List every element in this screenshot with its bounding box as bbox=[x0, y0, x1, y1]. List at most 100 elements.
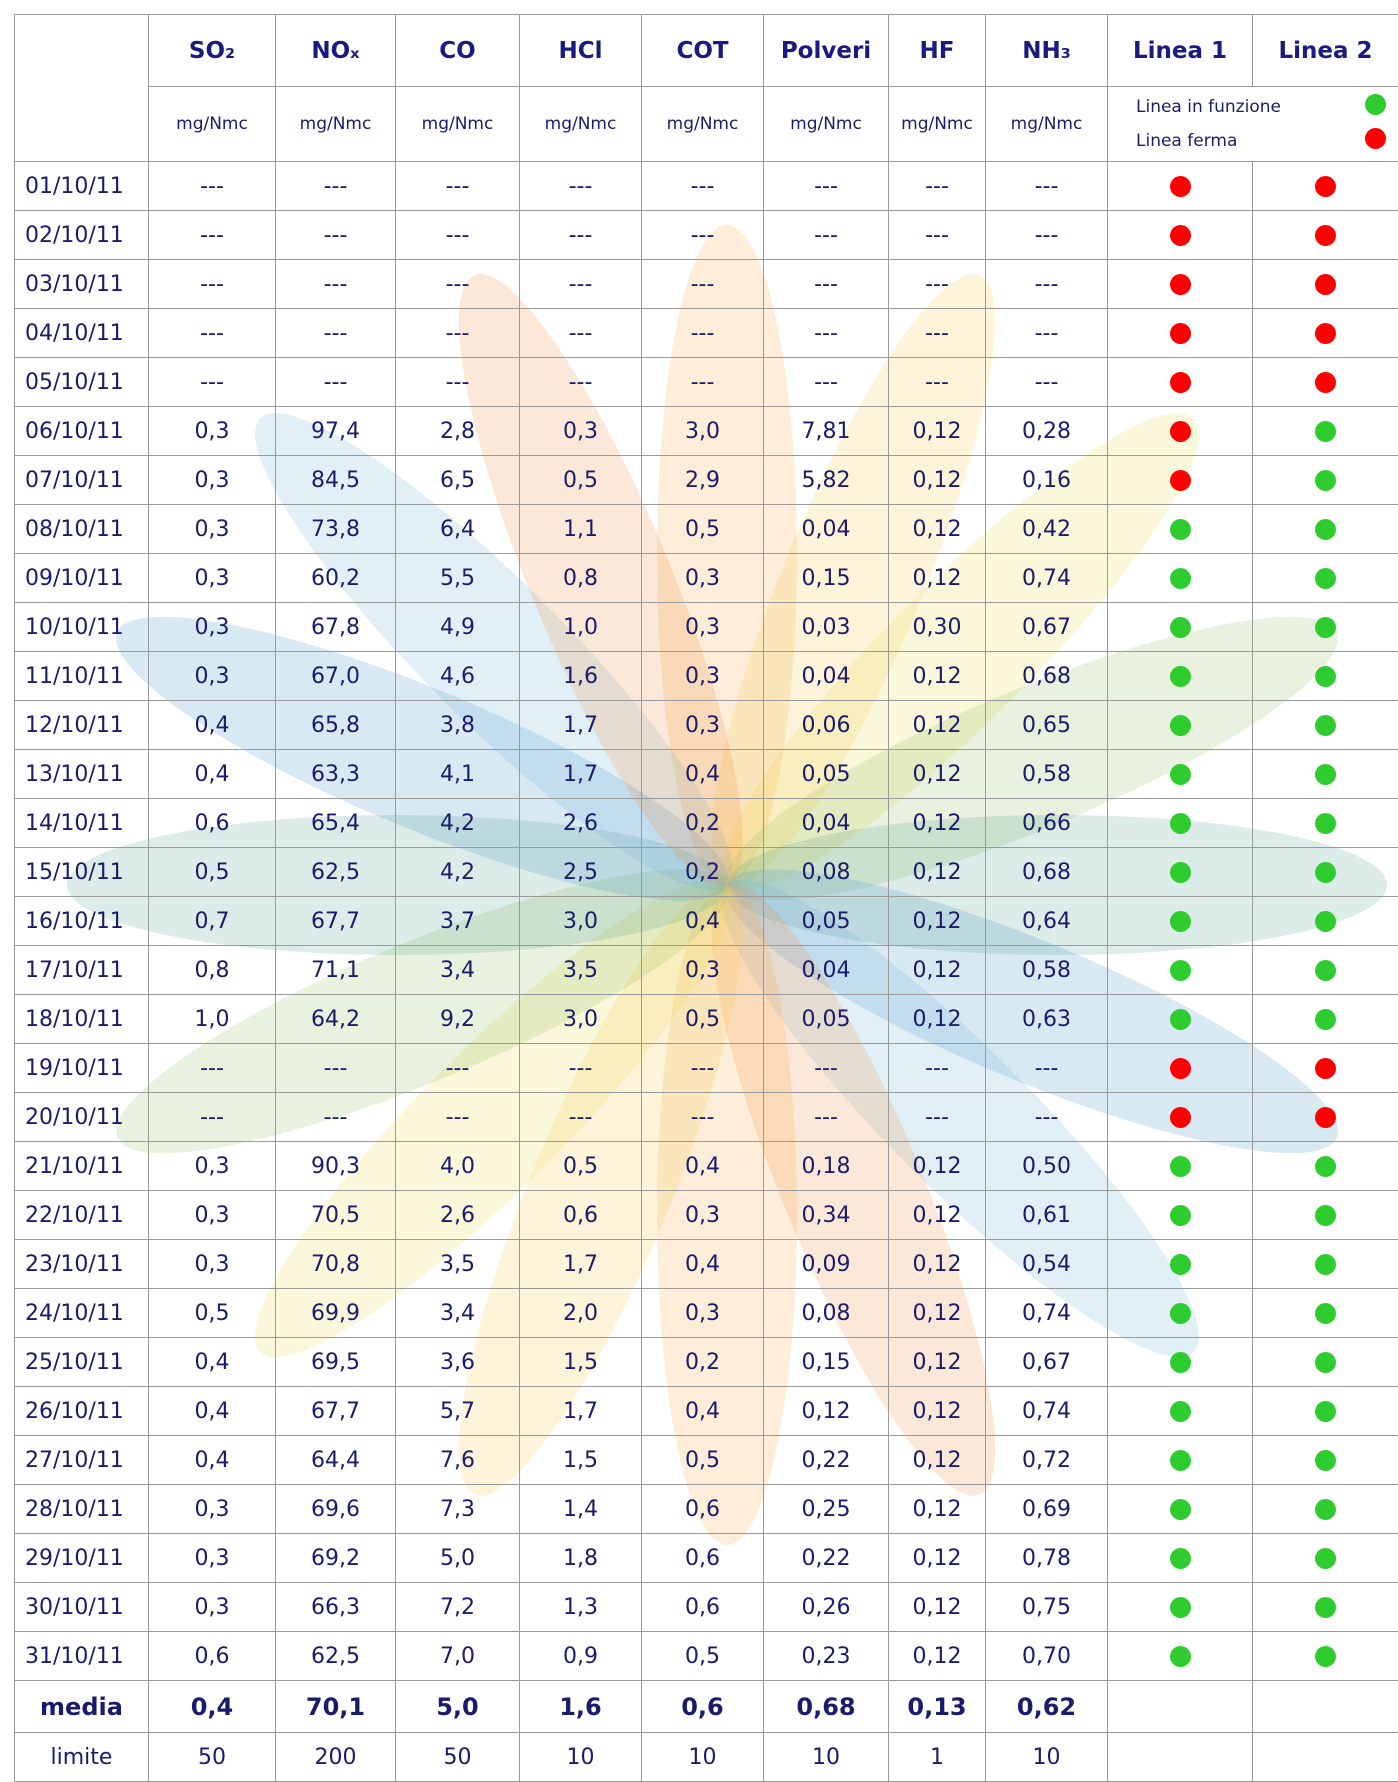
status-dot bbox=[1170, 666, 1191, 687]
status-dot bbox=[1170, 862, 1191, 883]
status-cell bbox=[1108, 1485, 1253, 1534]
value-cell: 0,58 bbox=[986, 750, 1108, 799]
value-cell: 9,2 bbox=[396, 995, 520, 1044]
value-cell: 67,7 bbox=[276, 1387, 396, 1436]
unit-label: mg/Nmc bbox=[642, 87, 764, 162]
value-cell: 1,3 bbox=[520, 1583, 642, 1632]
status-dot bbox=[1315, 666, 1336, 687]
value-cell: 0,18 bbox=[764, 1142, 889, 1191]
value-cell: 2,6 bbox=[396, 1191, 520, 1240]
status-cell bbox=[1253, 554, 1398, 603]
value-cell: --- bbox=[276, 260, 396, 309]
value-cell: 0,03 bbox=[764, 603, 889, 652]
status-cell bbox=[1253, 1191, 1398, 1240]
value-cell: --- bbox=[520, 309, 642, 358]
date-cell: 16/10/11 bbox=[15, 897, 149, 946]
value-cell: 0,8 bbox=[520, 554, 642, 603]
value-cell: 0,34 bbox=[764, 1191, 889, 1240]
value-cell: --- bbox=[276, 1093, 396, 1142]
status-cell bbox=[1108, 456, 1253, 505]
status-cell bbox=[1253, 603, 1398, 652]
status-dot bbox=[1170, 1303, 1191, 1324]
value-cell: 60,2 bbox=[276, 554, 396, 603]
status-dot bbox=[1315, 862, 1336, 883]
value-cell: 65,4 bbox=[276, 799, 396, 848]
value-cell: --- bbox=[889, 211, 986, 260]
page: {"table":{ "columns":["SO₂","NOₓ","CO","… bbox=[0, 0, 1398, 1780]
value-cell: --- bbox=[642, 162, 764, 211]
date-cell: 11/10/11 bbox=[15, 652, 149, 701]
status-cell bbox=[1108, 750, 1253, 799]
unit-label: mg/Nmc bbox=[889, 87, 986, 162]
value-cell: 0,67 bbox=[986, 603, 1108, 652]
value-cell: --- bbox=[520, 162, 642, 211]
value-cell: 0,3 bbox=[149, 505, 276, 554]
summary-value: 0,62 bbox=[986, 1681, 1108, 1733]
summary-label: media bbox=[15, 1681, 149, 1733]
status-dot bbox=[1170, 225, 1191, 246]
value-cell: --- bbox=[520, 358, 642, 407]
status-dot bbox=[1170, 323, 1191, 344]
value-cell: 3,0 bbox=[520, 897, 642, 946]
value-cell: 0,3 bbox=[149, 554, 276, 603]
value-cell: 0,3 bbox=[149, 1191, 276, 1240]
value-cell: --- bbox=[642, 309, 764, 358]
status-cell bbox=[1108, 309, 1253, 358]
value-cell: 0,78 bbox=[986, 1534, 1108, 1583]
column-header: COT bbox=[642, 15, 764, 87]
value-cell: 5,0 bbox=[396, 1534, 520, 1583]
unit-label: mg/Nmc bbox=[520, 87, 642, 162]
value-cell: 0,12 bbox=[764, 1387, 889, 1436]
value-cell: 64,2 bbox=[276, 995, 396, 1044]
status-cell bbox=[1253, 1142, 1398, 1191]
value-cell: --- bbox=[149, 162, 276, 211]
status-cell bbox=[1108, 652, 1253, 701]
date-cell: 14/10/11 bbox=[15, 799, 149, 848]
value-cell: 0,12 bbox=[889, 1387, 986, 1436]
date-cell: 03/10/11 bbox=[15, 260, 149, 309]
value-cell: 0,5 bbox=[149, 848, 276, 897]
value-cell: 70,5 bbox=[276, 1191, 396, 1240]
data-row: 19/10/11------------------------ bbox=[15, 1044, 1398, 1093]
date-cell: 19/10/11 bbox=[15, 1044, 149, 1093]
unit-label: mg/Nmc bbox=[764, 87, 889, 162]
value-cell: 0,22 bbox=[764, 1436, 889, 1485]
status-cell bbox=[1108, 1044, 1253, 1093]
value-cell: 0,4 bbox=[642, 1240, 764, 1289]
value-cell: --- bbox=[889, 1093, 986, 1142]
value-cell: --- bbox=[149, 1093, 276, 1142]
value-cell: --- bbox=[986, 211, 1108, 260]
data-row: 20/10/11------------------------ bbox=[15, 1093, 1398, 1142]
value-cell: 4,0 bbox=[396, 1142, 520, 1191]
value-cell: 2,9 bbox=[642, 456, 764, 505]
status-cell bbox=[1253, 1093, 1398, 1142]
value-cell: --- bbox=[986, 1093, 1108, 1142]
value-cell: 0,66 bbox=[986, 799, 1108, 848]
status-dot bbox=[1315, 421, 1336, 442]
value-cell: 69,9 bbox=[276, 1289, 396, 1338]
status-dot bbox=[1170, 1058, 1191, 1079]
value-cell: 0,63 bbox=[986, 995, 1108, 1044]
status-cell bbox=[1108, 848, 1253, 897]
date-cell: 12/10/11 bbox=[15, 701, 149, 750]
status-cell bbox=[1253, 701, 1398, 750]
status-dot bbox=[1315, 323, 1336, 344]
value-cell: 84,5 bbox=[276, 456, 396, 505]
value-cell: 0,12 bbox=[889, 995, 986, 1044]
status-dot bbox=[1315, 1058, 1336, 1079]
status-cell bbox=[1253, 162, 1398, 211]
legend-label: Linea in funzione bbox=[1136, 97, 1281, 117]
value-cell: 0,5 bbox=[642, 995, 764, 1044]
status-dot bbox=[1315, 1303, 1336, 1324]
value-cell: 0,3 bbox=[642, 652, 764, 701]
data-row: 03/10/11------------------------ bbox=[15, 260, 1398, 309]
value-cell: --- bbox=[764, 358, 889, 407]
value-cell: --- bbox=[986, 358, 1108, 407]
value-cell: --- bbox=[642, 260, 764, 309]
